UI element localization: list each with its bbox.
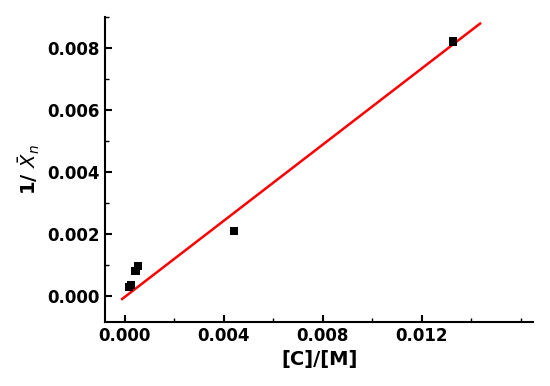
Point [230, 228, 239, 234]
Point [126, 282, 135, 288]
X-axis label: [C]/[M]: [C]/[M] [281, 350, 358, 369]
Y-axis label: 1/ $\bar{X}_n$: 1/ $\bar{X}_n$ [16, 144, 42, 195]
Point [131, 268, 140, 274]
Point [133, 263, 142, 269]
Point [448, 39, 457, 45]
Point [125, 284, 134, 290]
